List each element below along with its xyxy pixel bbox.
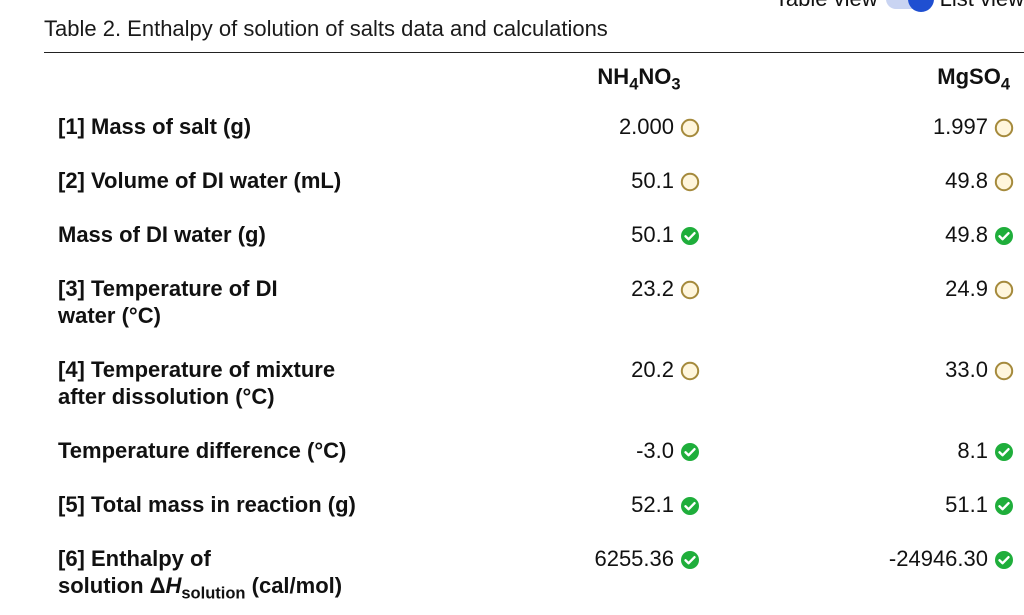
table-row: Temperature difference (°C) -3.0 8.1	[44, 426, 1024, 480]
header-mgso4: MgSO4	[937, 63, 1010, 94]
header-blank	[44, 56, 494, 102]
green-check-icon	[680, 549, 700, 569]
caption-rule	[44, 52, 1024, 53]
open-circle-icon	[680, 117, 700, 137]
value-nh4no3: 2.000	[618, 114, 674, 139]
view-switch[interactable]	[885, 0, 934, 12]
green-check-icon	[994, 225, 1014, 245]
salts-table: NH4NO3 MgSO4 [1] Mass of salt (g) 2.000 …	[44, 56, 1024, 615]
open-circle-icon	[680, 279, 700, 299]
row-label: [3] Temperature of DI water (°C)	[58, 276, 278, 328]
open-circle-icon	[994, 171, 1014, 191]
green-check-icon	[680, 441, 700, 461]
green-check-icon	[994, 441, 1014, 461]
value-nh4no3: 50.1	[631, 222, 674, 247]
header-nh4no3: NH4NO3	[597, 63, 681, 94]
green-check-icon	[994, 549, 1014, 569]
value-nh4no3: 23.2	[631, 276, 674, 301]
table-view-label: Table view	[775, 0, 878, 12]
table-row: [6] Enthalpy of solution ΔHsolution (cal/…	[44, 534, 1024, 615]
value-nh4no3: 52.1	[631, 492, 674, 517]
list-view-label: List view	[940, 0, 1024, 12]
value-nh4no3: 50.1	[631, 168, 674, 193]
row-label: Temperature difference (°C)	[58, 438, 347, 463]
value-mgso4: -24946.30	[888, 546, 988, 571]
row-label: Mass of DI water (g)	[58, 222, 266, 247]
open-circle-icon	[994, 279, 1014, 299]
row-label: [5] Total mass in reaction (g)	[58, 492, 356, 517]
green-check-icon	[680, 225, 700, 245]
row-label: [4] Temperature of mixture after dissolut…	[58, 357, 336, 409]
table-row: [2] Volume of DI water (mL) 50.1 49.8	[44, 156, 1024, 210]
table-row: [1] Mass of salt (g) 2.000 1.997	[44, 102, 1024, 156]
green-check-icon	[994, 495, 1014, 515]
value-mgso4: 33.0	[945, 357, 988, 382]
value-nh4no3: 6255.36	[594, 546, 674, 571]
open-circle-icon	[680, 171, 700, 191]
green-check-icon	[680, 495, 700, 515]
value-mgso4: 51.1	[945, 492, 988, 517]
row-label: [2] Volume of DI water (mL)	[58, 168, 342, 193]
view-toggle[interactable]: Table view List view	[775, 0, 1024, 12]
switch-knob	[907, 0, 934, 12]
value-mgso4: 8.1	[957, 438, 988, 463]
table-row: [4] Temperature of mixture after dissolut…	[44, 345, 1024, 426]
value-mgso4: 24.9	[945, 276, 988, 301]
value-mgso4: 1.997	[932, 114, 988, 139]
table-row: [3] Temperature of DI water (°C) 23.2 24.…	[44, 264, 1024, 345]
value-mgso4: 49.8	[945, 168, 988, 193]
value-nh4no3: -3.0	[636, 438, 674, 463]
header-row: NH4NO3 MgSO4	[44, 56, 1024, 102]
table-row: Mass of DI water (g) 50.1 49.8	[44, 210, 1024, 264]
value-nh4no3: 20.2	[631, 357, 674, 382]
value-mgso4: 49.8	[945, 222, 988, 247]
open-circle-icon	[994, 117, 1014, 137]
table-caption: Table 2. Enthalpy of solution of salts d…	[44, 16, 608, 41]
row-label: [1] Mass of salt (g)	[58, 114, 252, 139]
open-circle-icon	[994, 360, 1014, 380]
table-row: [5] Total mass in reaction (g) 52.1 51.1	[44, 480, 1024, 534]
open-circle-icon	[680, 360, 700, 380]
row-label: [6] Enthalpy of solution ΔHsolution (cal/…	[58, 546, 343, 603]
